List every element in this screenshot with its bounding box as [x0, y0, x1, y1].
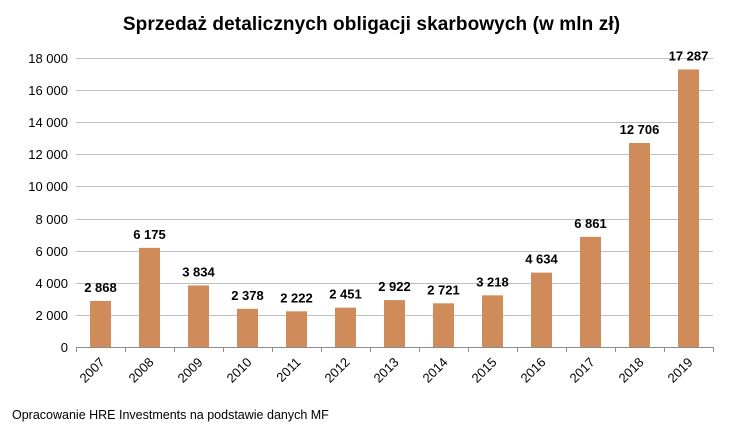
source-note: Opracowanie HRE Investments na podstawie…	[12, 408, 329, 422]
axes	[76, 347, 714, 352]
bars	[90, 69, 699, 348]
data-label: 2 451	[329, 287, 362, 302]
bar-2011	[286, 311, 307, 347]
data-label: 2 222	[280, 290, 313, 305]
data-label: 2 378	[231, 288, 264, 303]
x-tick-label: 2018	[616, 355, 647, 386]
y-tick-label: 18 000	[28, 51, 68, 66]
bar-2010	[237, 308, 258, 347]
x-tick-label: 2007	[77, 355, 108, 386]
x-tick-label: 2013	[371, 355, 402, 386]
bar-2016	[531, 272, 552, 347]
y-tick-label: 14 000	[28, 115, 68, 130]
y-tick-label: 2 000	[35, 308, 68, 323]
bar-2012	[335, 307, 356, 347]
x-tick-label: 2015	[469, 355, 500, 386]
x-tick-label: 2014	[420, 355, 451, 386]
x-tick-label: 2017	[567, 355, 598, 386]
data-label: 3 834	[182, 264, 215, 279]
data-label: 4 634	[525, 252, 558, 267]
bar-2014	[433, 303, 454, 347]
data-label: 2 868	[84, 280, 117, 295]
x-tick-label: 2008	[126, 355, 157, 386]
bar-2015	[482, 295, 503, 347]
y-tick-label: 16 000	[28, 83, 68, 98]
data-label: 2 922	[378, 279, 411, 294]
y-tick-label: 0	[61, 340, 68, 355]
data-label: 6 175	[133, 227, 166, 242]
y-tick-label: 8 000	[35, 212, 68, 227]
y-tick-label: 4 000	[35, 276, 68, 291]
data-label: 6 861	[574, 216, 607, 231]
gridlines	[76, 58, 713, 316]
bar-2008	[139, 247, 160, 347]
y-tick-label: 12 000	[28, 147, 68, 162]
bar-2009	[188, 285, 209, 347]
data-labels: 2 868 6 175 3 834 2 378 2 222 2 451 2 922 2 721…	[84, 48, 708, 305]
x-tick-label: 2012	[322, 355, 353, 386]
data-label: 2 721	[427, 282, 460, 297]
y-axis-ticks: 0 2 000 4 000 6 000 8 000 10 000 12 000 14 000 1…	[28, 51, 68, 355]
chart-title: Sprzedaż detalicznych obligacji skarbowy…	[122, 14, 621, 35]
x-tick-label: 2010	[224, 355, 255, 386]
x-tick-label: 2009	[175, 355, 206, 386]
data-label: 12 706	[620, 122, 660, 137]
data-label: 17 287	[669, 48, 709, 63]
bar-2007	[90, 300, 111, 347]
y-tick-label: 10 000	[28, 179, 68, 194]
y-tick-label: 6 000	[35, 244, 68, 259]
x-axis-ticks: 2007 2008 2009 2010 2011 2012 2013 2014 2015 2016…	[77, 355, 696, 386]
bar-2018	[629, 142, 650, 347]
bar-2017	[580, 236, 601, 347]
x-tick-label: 2016	[518, 355, 549, 386]
bar-2013	[384, 300, 405, 347]
x-tick-label: 2019	[665, 355, 696, 386]
x-tick-label: 2011	[273, 355, 303, 385]
data-label: 3 218	[476, 274, 509, 289]
bar-2019	[678, 69, 699, 348]
